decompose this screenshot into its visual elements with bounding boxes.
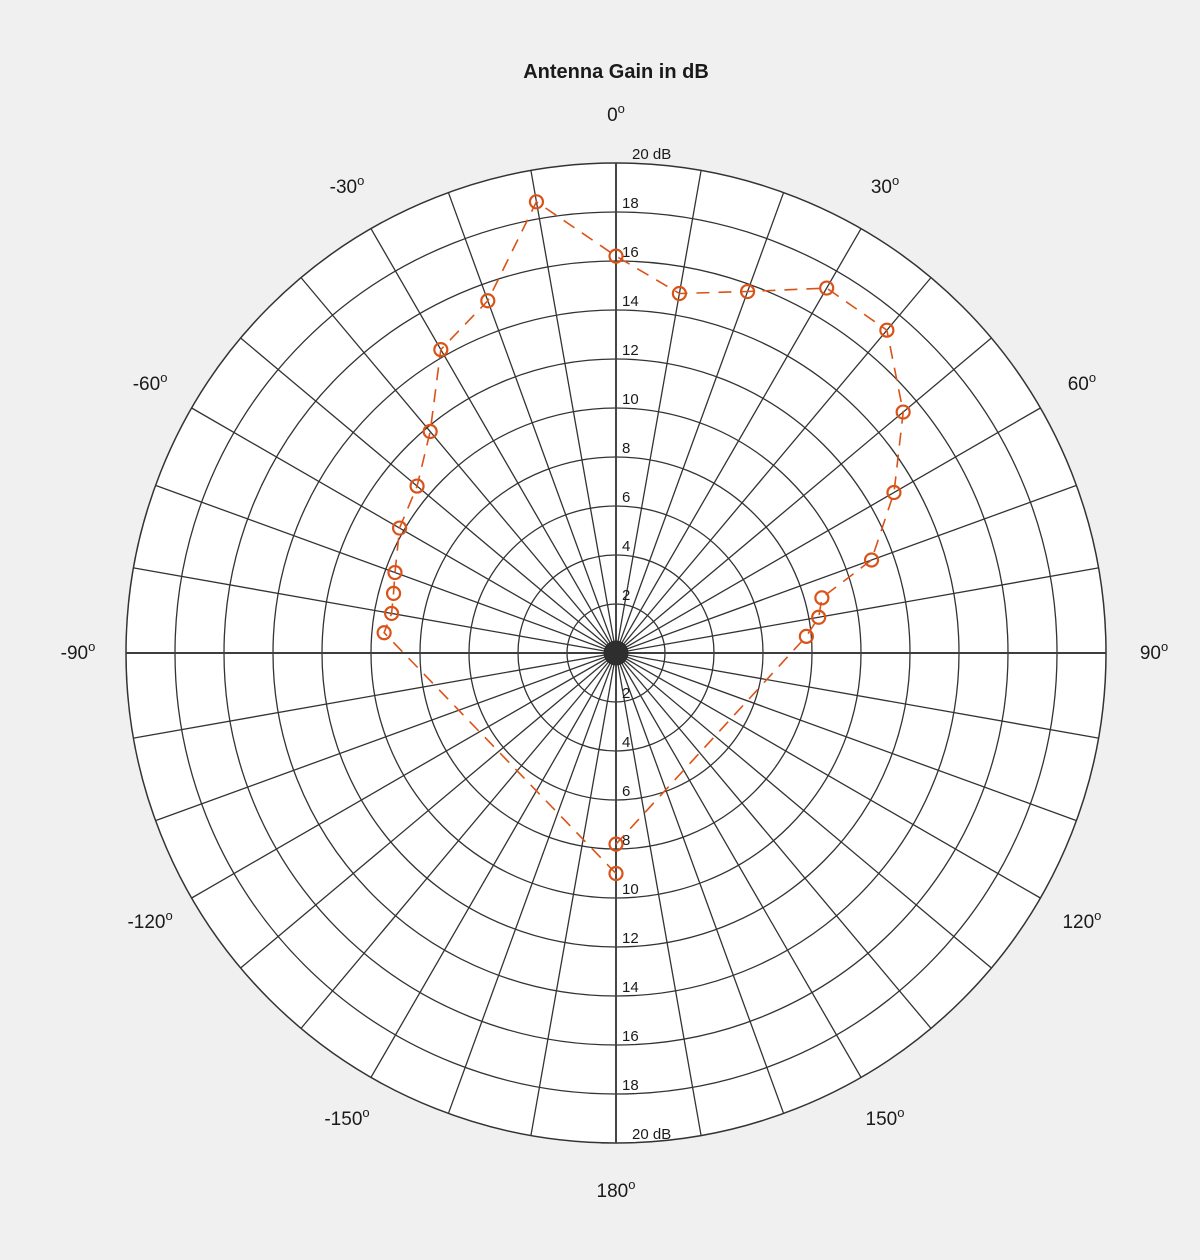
data-point-marker <box>671 285 687 302</box>
polar-grid-spoke <box>615 652 932 1029</box>
polar-grid-spoke <box>530 170 617 654</box>
data-point-marker <box>385 585 402 601</box>
polar-grid-spoke <box>615 652 702 1136</box>
radial-tick-label: 6 <box>622 783 630 800</box>
polar-grid-spoke <box>191 652 617 899</box>
polar-grid-spoke <box>447 652 617 1114</box>
data-point-marker <box>384 605 400 622</box>
polar-grid-spoke <box>133 652 617 739</box>
angle-tick-label: -60o <box>133 370 168 395</box>
polar-grid-spoke <box>615 407 1041 654</box>
radial-tick-label: 8 <box>622 440 630 457</box>
data-point-marker <box>391 520 408 536</box>
polar-grid-spoke <box>191 407 617 654</box>
polar-grid-spoke <box>155 484 617 654</box>
angle-tick-label: 30o <box>871 173 899 198</box>
polar-grid-spoke <box>300 652 617 1029</box>
data-point-marker <box>739 283 756 300</box>
data-point-marker <box>422 423 438 440</box>
polar-grid-spoke <box>615 652 1077 822</box>
data-point-marker <box>376 625 392 641</box>
radial-tick-label: 18 <box>622 1077 639 1094</box>
data-point-marker <box>819 280 835 296</box>
data-point-marker <box>608 248 624 264</box>
radial-tick-label: 4 <box>622 538 630 555</box>
radial-tick-label: 4 <box>622 734 630 751</box>
radial-tick-label: 6 <box>622 489 630 506</box>
data-point-marker <box>814 590 830 606</box>
radial-tick-label: 2 <box>622 685 630 702</box>
polar-grid-spoke <box>133 567 617 654</box>
data-point-marker <box>409 478 425 494</box>
data-point-marker <box>886 484 902 501</box>
radial-max-label: 20 dB <box>632 1126 671 1143</box>
polar-grid-spoke <box>615 192 785 654</box>
angle-tick-label: 60o <box>1068 370 1096 395</box>
polar-grid-spoke <box>615 652 1099 739</box>
polar-grid-spoke <box>615 170 702 654</box>
radial-tick-label: 16 <box>622 1028 639 1045</box>
radial-tick-label: 10 <box>622 881 639 898</box>
polar-grid-spoke <box>370 228 617 654</box>
polar-grid-spoke <box>240 337 617 654</box>
radial-tick-label: 14 <box>622 979 639 996</box>
data-point-marker <box>811 609 827 625</box>
radial-max-label: 20 dB <box>632 146 671 163</box>
polar-grid-spoke <box>615 652 1041 899</box>
polar-grid-spoke <box>370 652 617 1078</box>
polar-grid-spoke <box>615 228 862 654</box>
data-point-marker <box>433 341 449 358</box>
angle-tick-label: 120o <box>1062 908 1101 933</box>
data-point-marker <box>528 194 545 210</box>
polar-grid-spoke <box>615 277 932 654</box>
radial-tick-label: 12 <box>622 342 639 359</box>
angle-tick-label: 180o <box>597 1177 636 1202</box>
angle-tick-label: 150o <box>866 1105 905 1130</box>
angle-tick-label: 0o <box>607 101 625 126</box>
radial-tick-label: 10 <box>622 391 639 408</box>
data-point-marker <box>387 564 403 581</box>
chart-title: Antenna Gain in dB <box>523 61 709 83</box>
polar-grid-spoke <box>615 652 785 1114</box>
radial-tick-label: 2 <box>622 587 630 604</box>
center-dot <box>603 640 629 666</box>
angle-tick-label: -150o <box>324 1105 369 1130</box>
data-point-marker <box>863 552 880 568</box>
polar-grid-spoke <box>615 652 992 969</box>
polar-grid-spoke <box>615 652 862 1078</box>
data-point-marker <box>798 628 814 644</box>
polar-grid-spoke <box>240 652 617 969</box>
polar-grid-spoke <box>447 192 617 654</box>
radial-tick-label: 18 <box>622 195 639 212</box>
angle-tick-label: -30o <box>330 173 365 198</box>
angle-tick-label: -90o <box>61 639 96 664</box>
radial-tick-label: 14 <box>622 293 639 310</box>
angle-tick-label: -120o <box>127 908 172 933</box>
data-point-marker <box>879 322 895 338</box>
radial-tick-label: 8 <box>622 832 630 849</box>
angle-tick-label: 90o <box>1140 639 1168 664</box>
polar-grid-spoke <box>300 277 617 654</box>
data-point-marker <box>608 836 624 852</box>
polar-grid-spoke <box>615 567 1099 654</box>
data-point-marker <box>895 404 911 420</box>
polar-grid-spoke <box>530 652 617 1136</box>
radial-tick-label: 12 <box>622 930 639 947</box>
data-point-marker <box>608 865 624 882</box>
polar-grid-spoke <box>615 484 1077 654</box>
polar-grid-spoke <box>155 652 617 822</box>
data-point-marker <box>480 293 496 309</box>
radial-tick-label: 16 <box>622 244 639 261</box>
polar-grid-spoke <box>615 337 992 654</box>
